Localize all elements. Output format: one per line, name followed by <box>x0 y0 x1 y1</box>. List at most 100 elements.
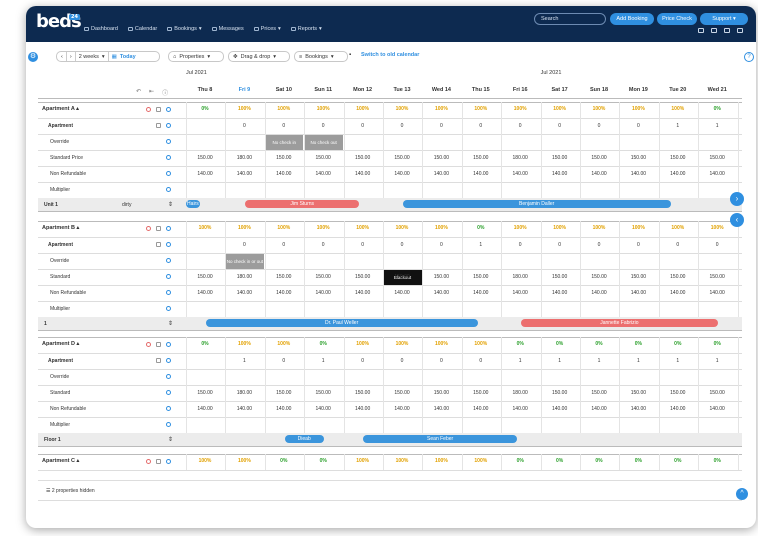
value-cell[interactable]: 140.00 <box>591 290 607 296</box>
day-header[interactable]: Sun 18 <box>589 87 609 93</box>
value-cell[interactable]: 1 <box>715 358 719 364</box>
value-cell[interactable]: 140.00 <box>512 171 528 177</box>
unit-label[interactable]: 1 <box>44 321 47 327</box>
value-cell[interactable]: 150.00 <box>197 155 213 161</box>
value-cell[interactable]: 0 <box>361 358 364 364</box>
switch-old-calendar-link[interactable]: Switch to old calendar <box>361 52 420 58</box>
heart-icon[interactable] <box>146 226 151 231</box>
value-cell[interactable]: 0 <box>243 123 246 129</box>
day-header[interactable]: Mon 12 <box>353 87 373 93</box>
stepper-icon[interactable]: ⇕ <box>168 321 174 327</box>
value-cell[interactable]: 0 <box>597 242 601 248</box>
value-cell[interactable]: 150.00 <box>709 274 725 280</box>
value-cell[interactable]: 140.00 <box>551 406 568 412</box>
override-cell[interactable]: No check out <box>304 135 343 150</box>
value-cell[interactable]: 0 <box>597 123 601 129</box>
info-icon[interactable] <box>166 342 171 347</box>
nav-dashboard[interactable]: Dashboard <box>84 26 118 32</box>
value-cell[interactable]: 0 <box>558 242 561 248</box>
value-cell[interactable]: 180.00 <box>236 390 253 396</box>
occupancy-cell[interactable]: 0% <box>516 458 524 464</box>
value-cell[interactable]: 180.00 <box>512 390 528 396</box>
occupancy-cell[interactable]: 100% <box>631 225 645 231</box>
occupancy-cell[interactable]: 100% <box>237 341 251 347</box>
properties-dropdown[interactable]: ⌂ Properties ▾ <box>168 51 224 62</box>
occupancy-cell[interactable]: 0% <box>713 106 721 112</box>
value-cell[interactable]: 140.00 <box>354 406 371 412</box>
info-icon[interactable] <box>166 258 171 263</box>
save-icon[interactable]: ▪ <box>349 52 352 58</box>
occupancy-cell[interactable]: 0% <box>280 458 288 464</box>
info-icon[interactable] <box>166 406 171 411</box>
occupancy-cell[interactable]: 100% <box>316 106 330 112</box>
value-cell[interactable]: 140.00 <box>354 171 371 177</box>
value-cell[interactable]: 180.00 <box>236 274 253 280</box>
value-cell[interactable]: 140.00 <box>473 406 489 412</box>
occupancy-cell[interactable]: 100% <box>356 225 369 231</box>
occupancy-cell[interactable]: 0% <box>595 341 603 347</box>
value-cell[interactable]: 0 <box>715 242 719 248</box>
occupancy-cell[interactable]: 100% <box>513 225 527 231</box>
occupancy-cell[interactable]: 0% <box>595 458 603 464</box>
occupancy-cell[interactable]: 100% <box>316 225 330 231</box>
value-cell[interactable]: 140.00 <box>354 290 371 296</box>
value-cell[interactable]: 150.00 <box>551 390 568 396</box>
day-header[interactable]: Tue 20 <box>669 87 687 93</box>
value-cell[interactable]: 180.00 <box>512 274 528 280</box>
value-cell[interactable]: 150.00 <box>473 155 489 161</box>
occupancy-cell[interactable]: 100% <box>237 458 251 464</box>
booking-bar[interactable]: Sean Feber <box>363 435 517 443</box>
value-cell[interactable]: 180.00 <box>512 155 528 161</box>
day-header[interactable]: Wed 14 <box>431 87 451 93</box>
occupancy-cell[interactable]: 100% <box>277 225 291 231</box>
value-cell[interactable]: 0 <box>282 242 286 248</box>
value-cell[interactable]: 140.00 <box>315 171 331 177</box>
info-icon[interactable] <box>166 187 171 192</box>
value-cell[interactable]: 0 <box>518 242 522 248</box>
price-check-button[interactable]: Price Check <box>657 13 697 25</box>
value-cell[interactable]: 150.00 <box>433 155 450 161</box>
value-cell[interactable]: 150.00 <box>315 390 331 396</box>
value-cell[interactable]: 140.00 <box>473 290 489 296</box>
value-cell[interactable]: 150.00 <box>473 274 489 280</box>
booking-bar[interactable]: Jannette Fabrizio <box>520 319 718 327</box>
value-cell[interactable]: 0 <box>243 242 246 248</box>
value-cell[interactable]: 140.00 <box>709 171 725 177</box>
value-cell[interactable]: 140.00 <box>236 171 253 177</box>
value-cell[interactable]: 150.00 <box>630 390 647 396</box>
override-cell[interactable]: No check in or out <box>225 254 264 269</box>
value-cell[interactable]: 150.00 <box>551 274 568 280</box>
value-cell[interactable]: 140.00 <box>512 290 528 296</box>
value-cell[interactable]: 150.00 <box>354 155 371 161</box>
occupancy-cell[interactable]: 100% <box>474 458 488 464</box>
property-name[interactable]: Apartment C ▴ <box>42 458 79 464</box>
value-cell[interactable]: 140.00 <box>551 171 568 177</box>
value-cell[interactable]: 1 <box>479 242 483 248</box>
value-cell[interactable]: 150.00 <box>315 155 331 161</box>
value-cell[interactable]: 150.00 <box>709 155 725 161</box>
scroll-top-icon[interactable]: ^ <box>736 488 748 500</box>
value-cell[interactable]: 0 <box>440 123 443 129</box>
value-cell[interactable]: 150.00 <box>709 390 725 396</box>
heart-icon[interactable] <box>146 107 151 112</box>
day-header[interactable]: Sun 11 <box>314 87 333 93</box>
occupancy-cell[interactable]: 100% <box>592 106 606 112</box>
booking-bar[interactable]: Jim Sturns <box>245 200 360 208</box>
value-cell[interactable]: 0 <box>400 242 404 248</box>
value-cell[interactable]: 140.00 <box>236 406 253 412</box>
value-cell[interactable]: 0 <box>440 242 443 248</box>
help-icon[interactable]: ? <box>744 52 754 62</box>
value-cell[interactable]: 150.00 <box>670 155 686 161</box>
occupancy-cell[interactable]: 100% <box>513 106 527 112</box>
hidden-properties-note[interactable]: ☰ 2 properties hidden <box>46 488 95 494</box>
value-cell[interactable]: 140.00 <box>591 406 607 412</box>
occupancy-cell[interactable]: 100% <box>237 106 251 112</box>
nav-prices[interactable]: Prices ▾ <box>253 26 281 32</box>
occupancy-cell[interactable]: 100% <box>671 106 685 112</box>
occupancy-cell[interactable]: 100% <box>277 341 291 347</box>
calendar-icon[interactable] <box>156 123 161 128</box>
day-header[interactable]: Thu 8 <box>197 87 213 93</box>
gear-icon[interactable]: ⚙ <box>28 52 38 62</box>
value-cell[interactable]: 0 <box>479 358 483 364</box>
value-cell[interactable]: 1 <box>321 358 325 364</box>
